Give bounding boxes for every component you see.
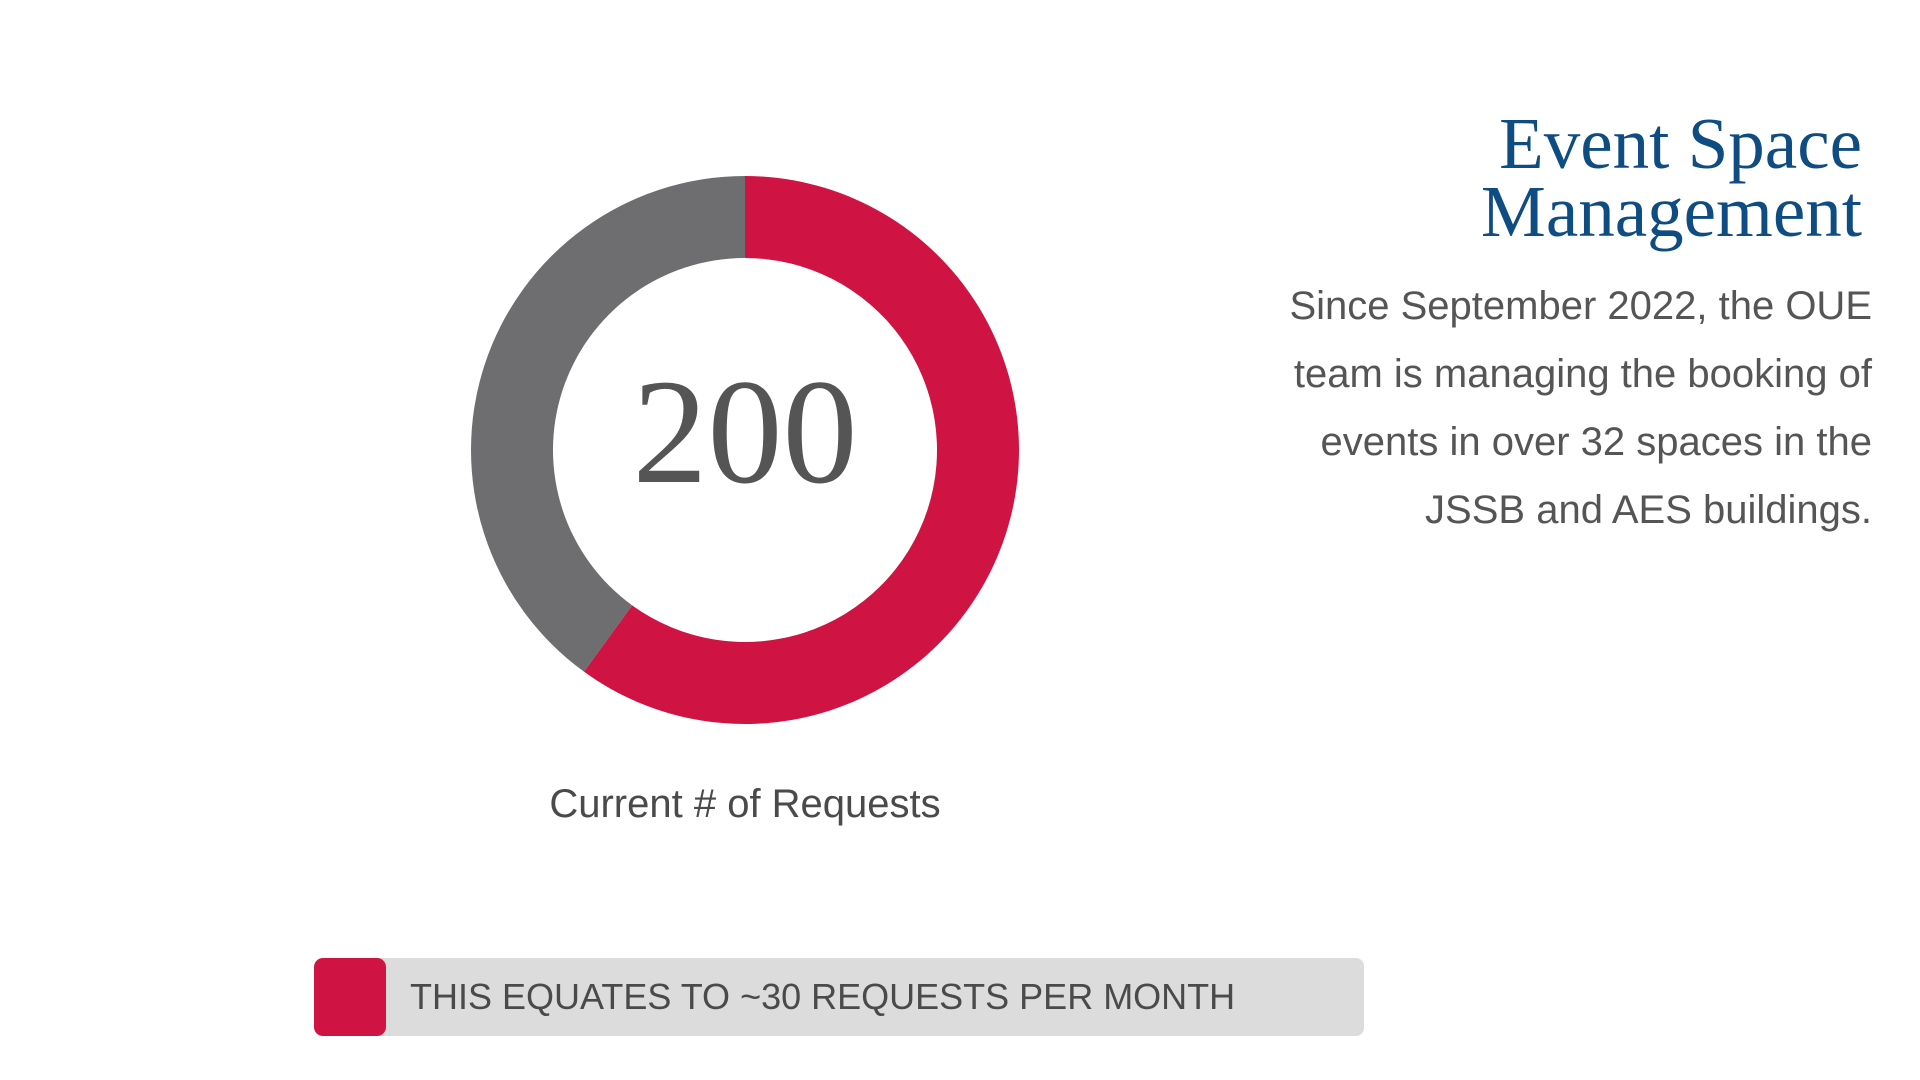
donut-slice-2 <box>471 176 745 672</box>
page-title-line-2: Management <box>1480 171 1862 252</box>
description: Since September 2022, the OUE team is ma… <box>1152 272 1872 544</box>
description-line-3: events in over 32 spaces in the <box>1320 420 1872 464</box>
legend-swatch <box>314 958 386 1036</box>
legend: THIS EQUATES TO ~30 REQUESTS PER MONTH <box>314 958 1364 1036</box>
donut-center-value: 200 <box>633 349 858 515</box>
page-title-line-1: Event Space <box>1499 103 1862 184</box>
page-title: Event Space Management <box>1242 107 1862 248</box>
legend-text: THIS EQUATES TO ~30 REQUESTS PER MONTH <box>410 976 1236 1017</box>
description-line-4: JSSB and AES buildings. <box>1425 488 1872 532</box>
donut-slice-1 <box>583 176 1019 724</box>
description-line-1: Since September 2022, the OUE <box>1289 284 1872 328</box>
description-line-2: team is managing the booking of <box>1293 352 1872 396</box>
legend-bar <box>364 958 1364 1036</box>
donut-slices <box>471 176 1019 724</box>
donut-caption: Current # of Requests <box>549 782 940 826</box>
